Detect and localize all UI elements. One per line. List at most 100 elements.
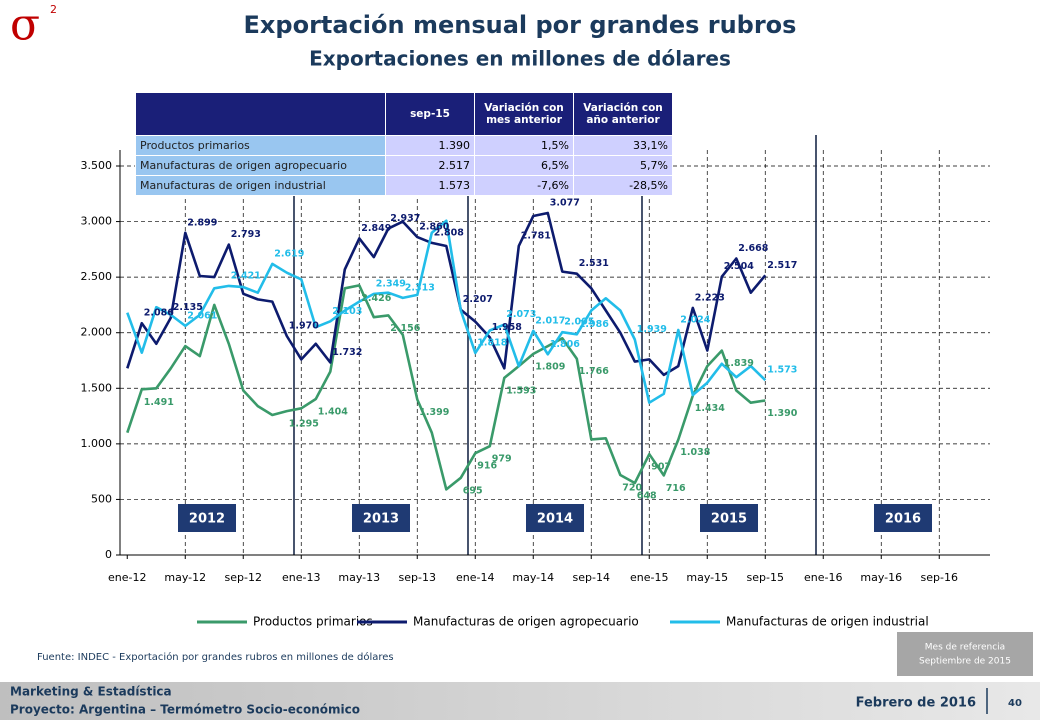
x-tick-label: sep-16 — [921, 571, 958, 584]
data-label: 3.077 — [550, 198, 580, 209]
data-label: 648 — [637, 490, 657, 501]
data-label: 720 — [622, 482, 642, 493]
data-label: 1.958 — [492, 322, 522, 333]
data-label: 2.899 — [187, 217, 217, 228]
y-tick-label: 1.000 — [81, 437, 113, 450]
table-cell: Manufacturas de origen industrial — [135, 175, 386, 196]
data-label: 1.573 — [767, 365, 797, 376]
year-box — [178, 504, 236, 532]
reference-label: Mes de referencia — [925, 643, 1005, 653]
data-label: 2.504 — [724, 261, 754, 272]
data-label: 1.038 — [680, 447, 710, 458]
data-label: 2.619 — [274, 248, 304, 259]
logo-sup: 2 — [50, 3, 57, 16]
reference-box — [897, 632, 1033, 676]
reference-month: Septiembre de 2015 — [919, 657, 1011, 667]
table-cell: -7,6% — [474, 175, 574, 196]
x-tick-label: sep-12 — [225, 571, 262, 584]
x-tick-label: may-12 — [164, 571, 206, 584]
year-label: 2012 — [189, 512, 225, 527]
data-label: 2.061 — [187, 310, 217, 321]
header-cell: sep-15 — [385, 92, 475, 136]
data-label: 1.491 — [144, 397, 174, 408]
data-label: 1.839 — [724, 358, 754, 369]
data-label: 2.135 — [173, 302, 203, 313]
data-label: 2.849 — [361, 223, 391, 234]
data-label: 907 — [651, 462, 671, 473]
series-line — [126, 211, 767, 377]
year-box — [700, 504, 758, 532]
data-label: 1.593 — [506, 385, 536, 396]
logo: σ — [10, 0, 40, 51]
footer-band — [0, 682, 1040, 720]
data-label: 916 — [477, 461, 497, 472]
data-label: 1.766 — [579, 366, 609, 377]
x-tick-label: may-14 — [512, 571, 554, 584]
data-label: 2.349 — [376, 278, 406, 289]
chart-subtitle: Exportaciones en millones de dólares — [309, 47, 731, 71]
chart-title: Exportación mensual por grandes rubros — [244, 11, 797, 39]
data-label: 2.531 — [579, 258, 609, 269]
table-cell: Productos primarios — [135, 135, 386, 156]
y-tick-label: 2.000 — [81, 326, 113, 339]
table-cell: 5,7% — [573, 155, 673, 176]
y-tick-label: 2.500 — [81, 270, 113, 283]
year-box — [874, 504, 932, 532]
x-tick-label: sep-13 — [399, 571, 436, 584]
header-cell: Variación con año anterior — [573, 92, 673, 136]
data-label: 1.939 — [637, 324, 667, 335]
table-cell: Manufacturas de origen agropecuario — [135, 155, 386, 176]
x-tick-label: sep-14 — [573, 571, 610, 584]
table-cell: 1.573 — [385, 175, 475, 196]
data-label: 2.426 — [361, 293, 391, 304]
footer-line2: Proyecto: Argentina – Termómetro Socio-e… — [10, 703, 360, 717]
data-label: 1.806 — [550, 339, 580, 350]
data-label: 1.732 — [332, 347, 362, 358]
x-tick-label: ene-15 — [630, 571, 668, 584]
series-line — [126, 219, 767, 404]
summary-table: sep-15 Variación con mes anterior Variac… — [135, 92, 673, 196]
year-label: 2015 — [711, 512, 747, 527]
data-label: 1.390 — [767, 408, 797, 419]
header-cell: Variación con mes anterior — [474, 92, 574, 136]
data-label: 2.793 — [231, 229, 261, 240]
data-label: 2.223 — [695, 292, 725, 303]
data-label: 695 — [463, 485, 483, 496]
data-label: 2.086 — [144, 308, 174, 319]
footer-date: Febrero de 2016 — [856, 696, 976, 711]
x-tick-label: may-13 — [338, 571, 380, 584]
table-cell: 2.517 — [385, 155, 475, 176]
data-label: 1.818 — [477, 337, 507, 348]
table-header: sep-15 Variación con mes anterior Variac… — [135, 92, 673, 136]
x-tick-label: may-15 — [686, 571, 728, 584]
data-label: 1.809 — [535, 361, 565, 372]
y-tick-label: 1.500 — [81, 381, 113, 394]
footer-line1: Marketing & Estadística — [10, 685, 172, 699]
data-label: 2.024 — [680, 315, 710, 326]
x-tick-label: ene-13 — [282, 571, 320, 584]
y-tick-label: 3.000 — [81, 215, 113, 228]
y-tick-label: 500 — [91, 492, 112, 505]
year-label: 2016 — [885, 512, 921, 527]
y-tick-label: 3.500 — [81, 159, 113, 172]
data-label: 2.808 — [434, 227, 464, 238]
data-label: 1.399 — [419, 407, 449, 418]
table-cell: 1,5% — [474, 135, 574, 156]
data-label: 2.781 — [521, 230, 551, 241]
header-cell — [135, 92, 386, 136]
year-box — [526, 504, 584, 532]
year-label: 2013 — [363, 512, 399, 527]
table-cell: 6,5% — [474, 155, 574, 176]
x-tick-label: ene-16 — [804, 571, 842, 584]
y-tick-label: 0 — [105, 548, 112, 561]
data-label: 2.017 — [535, 315, 565, 326]
table-cell: 33,1% — [573, 135, 673, 156]
legend-label: Manufacturas de origen agropecuario — [413, 615, 639, 629]
table-row: Manufacturas de origen industrial 1.573 -7… — [135, 175, 673, 196]
data-label: 1.404 — [318, 406, 348, 417]
table-cell: 1.390 — [385, 135, 475, 156]
year-box — [352, 504, 410, 532]
table-row: Manufacturas de origen agropecuario 2.517… — [135, 155, 673, 176]
